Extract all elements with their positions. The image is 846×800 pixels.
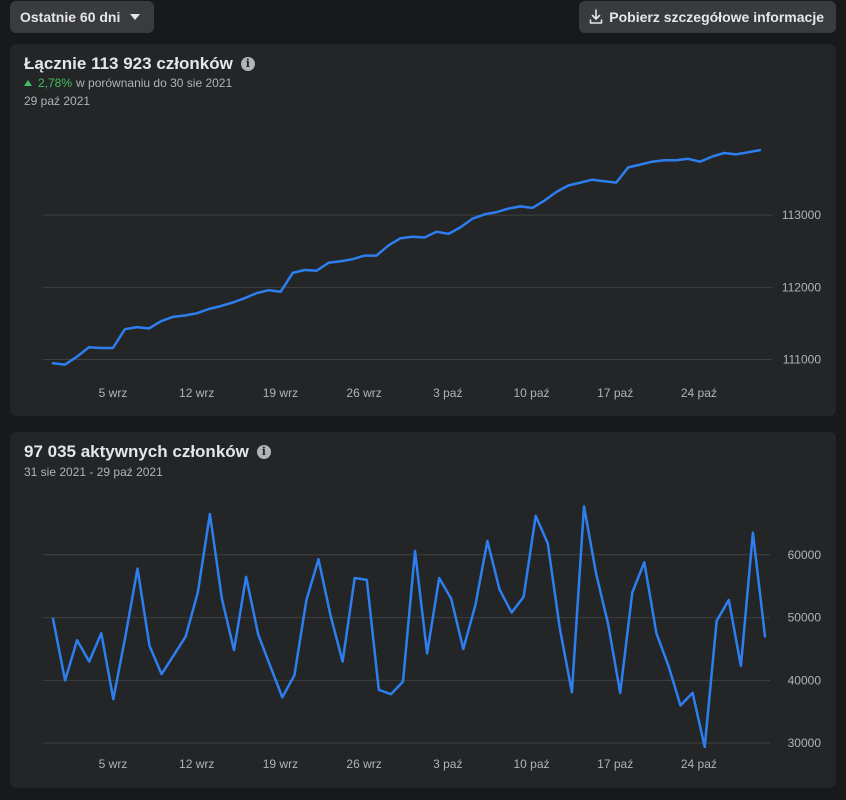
active-y-tick-label: 60000	[788, 548, 822, 562]
members-x-tick-label: 17 paź	[597, 386, 633, 400]
members-date: 29 paź 2021	[24, 94, 91, 108]
members-change-text: w porównaniu do 30 sie 2021	[76, 76, 233, 90]
active-date: 31 sie 2021 - 29 paź 2021	[24, 465, 163, 479]
active-y-tick-label: 50000	[788, 611, 822, 625]
members-y-tick-label: 113000	[782, 208, 821, 222]
active-x-tick-label: 5 wrz	[99, 757, 128, 771]
info-icon[interactable]: i	[256, 445, 271, 459]
members-x-tick-label: 5 wrz	[99, 386, 128, 400]
active-x-tick-label: 19 wrz	[263, 757, 298, 771]
chevron-down-icon	[130, 14, 140, 20]
members-change: 2,78% w porównaniu do 30 sie 2021	[24, 76, 232, 90]
members-title-row: Łącznie 113 923 członków i	[24, 54, 255, 74]
active-x-tick-label: 10 paź	[513, 757, 549, 771]
members-x-tick-label: 10 paź	[513, 386, 549, 400]
members-change-pct: 2,78%	[38, 76, 73, 90]
members-title: Łącznie 113 923 członków	[24, 54, 233, 73]
date-range-label: Ostatnie 60 dni	[20, 9, 121, 25]
info-icon[interactable]: i	[240, 57, 255, 71]
members-chart: 111000 112000 113000 5 wrz 12 wrz 19 wrz 26 wr…	[43, 148, 822, 400]
active-y-tick-label: 40000	[788, 673, 822, 687]
members-x-tick-label: 19 wrz	[263, 386, 298, 400]
members-x-tick-label: 12 wrz	[179, 386, 214, 400]
active-members-card: 30000 40000 50000 60000 5 wrz 12 wrz 19 wrz 26 …	[10, 432, 836, 788]
active-members-chart: 30000 40000 50000 60000 5 wrz 12 wrz 19 wrz 26 …	[43, 505, 822, 771]
active-series-line	[51, 505, 767, 749]
active-x-tick-label: 26 wrz	[346, 757, 381, 771]
download-icon	[589, 9, 603, 24]
active-x-tick-label: 12 wrz	[179, 757, 214, 771]
members-card: 111000 112000 113000 5 wrz 12 wrz 19 wrz 26 wr…	[10, 44, 836, 416]
active-x-tick-label: 24 paź	[681, 757, 717, 771]
members-y-tick-label: 112000	[782, 280, 821, 294]
active-x-tick-label: 17 paź	[597, 757, 633, 771]
toolbar: Ostatnie 60 dni Pobierz szczegółowe info…	[0, 0, 846, 40]
download-label: Pobierz szczegółowe informacje	[609, 9, 824, 25]
active-x-tick-label: 3 paź	[433, 757, 462, 771]
members-y-tick-label: 111000	[783, 353, 822, 367]
members-x-tick-label: 26 wrz	[346, 386, 381, 400]
download-details-button[interactable]: Pobierz szczegółowe informacje	[579, 1, 836, 33]
active-title: 97 035 aktywnych członków	[24, 442, 249, 461]
arrow-up-icon	[24, 80, 32, 86]
active-y-tick-label: 30000	[788, 736, 822, 750]
members-x-tick-label: 3 paź	[433, 386, 462, 400]
date-range-dropdown[interactable]: Ostatnie 60 dni	[10, 1, 154, 33]
members-x-tick-label: 24 paź	[681, 386, 717, 400]
members-series-line	[51, 148, 762, 366]
active-title-row: 97 035 aktywnych członków i	[24, 442, 271, 462]
